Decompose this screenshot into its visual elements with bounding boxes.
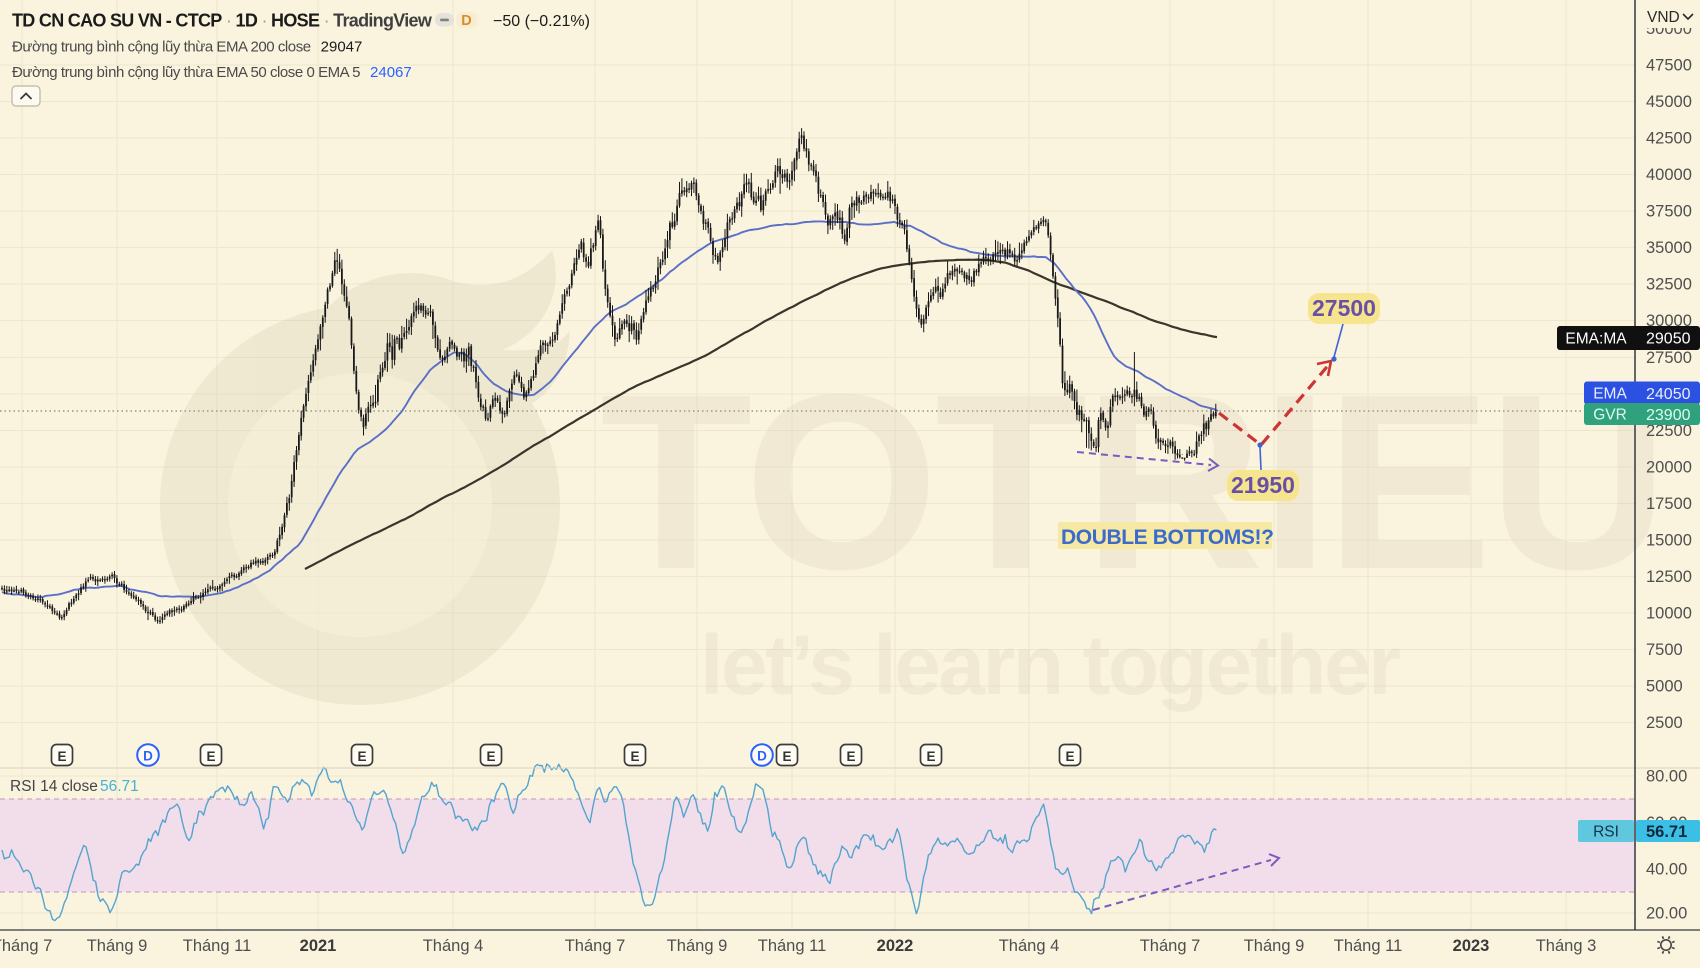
svg-text:E: E [357, 749, 366, 764]
svg-text:Tháng 7: Tháng 7 [0, 937, 52, 955]
svg-text:Tháng 4: Tháng 4 [423, 937, 484, 955]
svg-text:40.00: 40.00 [1646, 861, 1687, 879]
svg-text:Tháng 3: Tháng 3 [1536, 937, 1597, 955]
svg-text:23900: 23900 [1646, 407, 1691, 424]
svg-text:E: E [1065, 749, 1074, 764]
svg-text:GVR: GVR [1593, 407, 1627, 424]
svg-text:2023: 2023 [1453, 937, 1490, 955]
svg-text:Tháng 9: Tháng 9 [87, 937, 148, 955]
svg-text:29050: 29050 [1646, 331, 1691, 348]
svg-text:15000: 15000 [1646, 532, 1692, 550]
svg-text:45000: 45000 [1646, 93, 1692, 111]
svg-text:Đường trung bình cộng lũy thừa: Đường trung bình cộng lũy thừa EMA 50 cl… [12, 64, 412, 81]
svg-text:56.71: 56.71 [1646, 823, 1687, 841]
svg-text:Tháng 7: Tháng 7 [1140, 937, 1201, 955]
svg-text:12500: 12500 [1646, 568, 1692, 586]
svg-text:17500: 17500 [1646, 495, 1692, 513]
svg-text:Tháng 9: Tháng 9 [667, 937, 728, 955]
svg-text:Tháng 11: Tháng 11 [183, 937, 252, 955]
svg-text:30000: 30000 [1646, 312, 1692, 330]
svg-text:E: E [206, 749, 215, 764]
svg-text:24050: 24050 [1646, 386, 1691, 403]
svg-text:27500: 27500 [1646, 349, 1692, 367]
svg-text:DOUBLE BOTTOMS!?: DOUBLE BOTTOMS!? [1061, 526, 1274, 549]
svg-text:E: E [486, 749, 495, 764]
svg-text:E: E [846, 749, 855, 764]
svg-text:2021: 2021 [300, 937, 337, 955]
svg-text:D: D [461, 13, 471, 29]
svg-text:20000: 20000 [1646, 459, 1692, 477]
svg-text:7500: 7500 [1646, 641, 1683, 659]
svg-text:37500: 37500 [1646, 203, 1692, 221]
svg-text:Tháng 7: Tháng 7 [565, 937, 626, 955]
svg-text:10000: 10000 [1646, 605, 1692, 623]
svg-text:2500: 2500 [1646, 714, 1683, 732]
svg-text:RSI: RSI [1593, 824, 1619, 841]
svg-text:−50 (−0.21%): −50 (−0.21%) [493, 13, 590, 30]
svg-text:22500: 22500 [1646, 422, 1692, 440]
svg-text:42500: 42500 [1646, 130, 1692, 148]
svg-text:21950: 21950 [1231, 472, 1295, 498]
svg-text:RSI 14 close: RSI 14 close [10, 778, 98, 795]
svg-text:56.71: 56.71 [100, 778, 139, 795]
svg-text:Tháng 11: Tháng 11 [758, 937, 827, 955]
svg-text:32500: 32500 [1646, 276, 1692, 294]
svg-text:VND: VND [1647, 9, 1680, 26]
svg-text:D: D [757, 749, 767, 764]
svg-text:E: E [630, 749, 639, 764]
svg-text:E: E [782, 749, 791, 764]
svg-text:EMA: EMA [1593, 386, 1627, 403]
svg-text:5000: 5000 [1646, 678, 1683, 696]
svg-text:47500: 47500 [1646, 57, 1692, 75]
svg-text:EMA:MA: EMA:MA [1565, 331, 1627, 348]
svg-text:E: E [926, 749, 935, 764]
svg-text:let’s learn together: let’s learn together [700, 618, 1400, 712]
svg-text:27500: 27500 [1312, 295, 1376, 321]
svg-text:TOTRIEU: TOTRIEU [600, 342, 1665, 621]
svg-text:80.00: 80.00 [1646, 768, 1687, 786]
svg-text:Tháng 11: Tháng 11 [1334, 937, 1403, 955]
svg-text:40000: 40000 [1646, 166, 1692, 184]
svg-text:Đường trung bình cộng lũy thừa: Đường trung bình cộng lũy thừa EMA 200 c… [12, 39, 362, 56]
svg-text:20.00: 20.00 [1646, 905, 1687, 923]
svg-text:Tháng 9: Tháng 9 [1244, 937, 1305, 955]
svg-text:2022: 2022 [877, 937, 914, 955]
svg-text:D: D [143, 749, 153, 764]
svg-text:Tháng 4: Tháng 4 [999, 937, 1060, 955]
svg-text:TD CN CAO SU VN - CTCP · 1D ·: TD CN CAO SU VN - CTCP · 1D · HOSE · Tra… [12, 11, 433, 31]
svg-text:E: E [57, 749, 66, 764]
svg-text:35000: 35000 [1646, 239, 1692, 257]
